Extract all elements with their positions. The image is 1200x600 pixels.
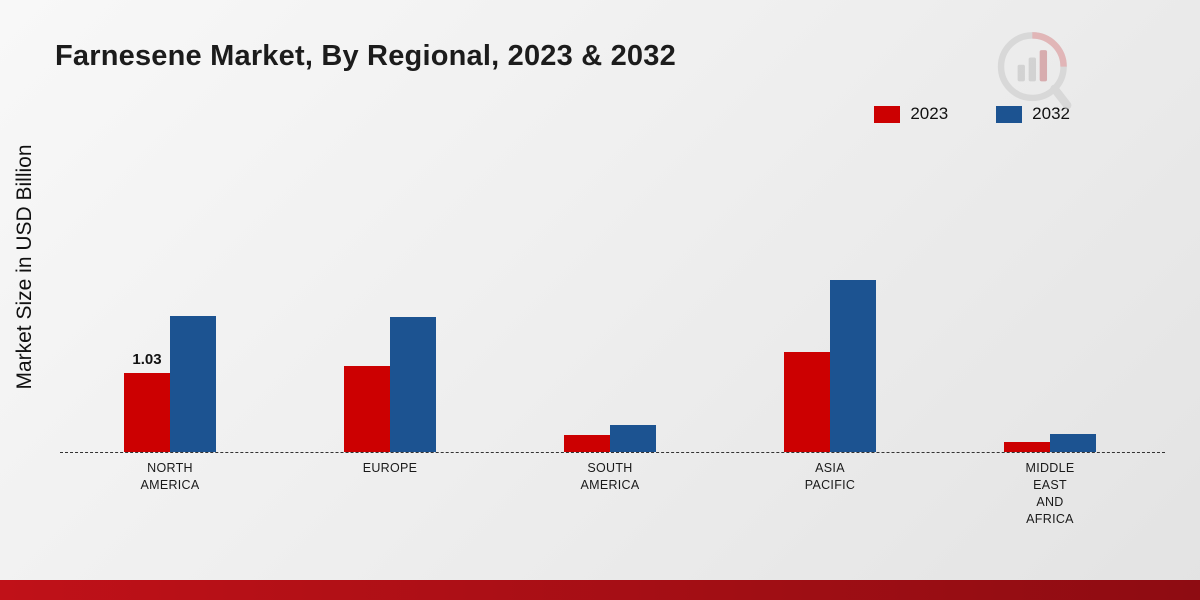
bar-2023-north-america: 1.03 — [124, 351, 170, 452]
bar-value-label-north-america: 1.03 — [132, 351, 162, 368]
x-axis-baseline — [60, 452, 1165, 453]
bar-group-asia-pacific — [720, 0, 940, 452]
y-axis-label: Market Size in USD Billion — [13, 144, 36, 390]
legend-item-2032: 2032 — [996, 104, 1070, 124]
bar-group-north-america: 1.03 — [60, 0, 280, 452]
plot-area: 1.03 — [60, 0, 1160, 452]
bar-group-europe — [280, 0, 500, 452]
legend-item-2023: 2023 — [874, 104, 948, 124]
legend-label: 2023 — [910, 104, 949, 123]
category-label-middle-east-and-africa: MIDDLE EAST AND AFRICA — [1025, 461, 1075, 526]
bar-2032-south-america — [610, 425, 656, 452]
bar-2032-europe — [390, 317, 436, 452]
bar-2032-north-america — [170, 316, 216, 452]
legend-swatch-2023 — [874, 105, 901, 123]
bar-2032-middle-east-and-africa — [1050, 434, 1096, 452]
bar-2023-south-america — [564, 435, 610, 452]
bar-group-south-america — [500, 0, 720, 452]
category-label-north-america: NORTH AMERICA — [140, 461, 200, 492]
bar-group-middle-east-and-africa — [940, 0, 1160, 452]
bar-2032-asia-pacific — [830, 280, 876, 452]
legend-label: 2032 — [1032, 104, 1070, 123]
bar-2023-middle-east-and-africa — [1004, 442, 1050, 452]
legend: 2023 2032 — [874, 104, 1070, 124]
category-label-south-america: SOUTH AMERICA — [580, 461, 640, 492]
brand-logo-watermark-icon — [997, 32, 1072, 110]
chart-title: Farnesene Market, By Regional, 2023 & 20… — [55, 40, 676, 72]
bottom-accent-strip — [0, 580, 1200, 600]
category-label-asia-pacific: ASIA PACIFIC — [804, 461, 856, 492]
legend-swatch-2032 — [996, 105, 1023, 123]
bar-2023-europe — [344, 366, 390, 452]
category-label-europe: EUROPE — [362, 461, 418, 475]
bar-2023-asia-pacific — [784, 352, 830, 452]
